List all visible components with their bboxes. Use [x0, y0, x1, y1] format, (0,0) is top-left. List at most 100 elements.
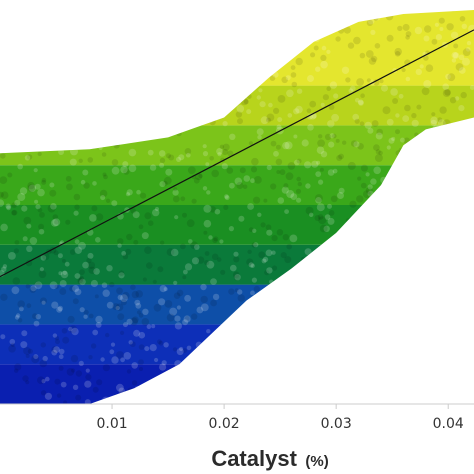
data-point: [199, 349, 208, 358]
data-point: [140, 192, 147, 199]
data-point: [73, 210, 79, 216]
data-point: [438, 205, 443, 211]
data-point: [317, 268, 324, 275]
data-point: [442, 281, 449, 288]
data-point: [254, 397, 259, 402]
data-point: [390, 355, 398, 363]
data-point: [318, 26, 325, 34]
data-point: [183, 315, 191, 323]
data-point: [289, 271, 295, 276]
data-point: [115, 303, 124, 312]
data-point: [398, 366, 404, 372]
data-point: [433, 292, 438, 297]
data-point: [286, 190, 295, 198]
data-point: [422, 295, 429, 302]
data-point: [398, 147, 404, 153]
data-point: [258, 88, 263, 93]
data-point: [2, 41, 11, 50]
data-point: [466, 40, 472, 46]
data-point: [51, 346, 59, 354]
data-point: [33, 354, 39, 360]
data-point: [182, 275, 187, 280]
data-point: [74, 273, 81, 279]
data-point: [74, 96, 80, 102]
data-point: [222, 148, 229, 156]
data-point: [270, 386, 276, 392]
data-point: [242, 389, 250, 397]
data-point: [126, 189, 133, 196]
data-point: [273, 107, 280, 114]
data-point: [433, 145, 438, 150]
data-point: [193, 53, 201, 62]
data-point: [19, 138, 27, 147]
data-point: [347, 330, 356, 339]
data-point: [419, 64, 424, 69]
data-point: [87, 157, 94, 163]
data-point: [295, 57, 303, 66]
data-point: [74, 239, 80, 245]
data-point: [209, 156, 214, 161]
data-point: [50, 219, 59, 227]
data-point: [52, 63, 61, 71]
data-point: [236, 181, 244, 190]
data-point: [454, 330, 461, 338]
data-point: [265, 249, 273, 257]
data-point: [386, 326, 392, 332]
data-point: [186, 219, 195, 228]
data-point: [202, 144, 207, 149]
data-point: [250, 178, 255, 184]
data-point: [2, 264, 8, 269]
data-point: [259, 101, 266, 108]
data-point: [388, 137, 395, 144]
data-point: [295, 381, 304, 389]
data-point: [461, 159, 467, 165]
data-point: [225, 326, 231, 331]
data-point: [100, 195, 106, 201]
data-point: [8, 345, 16, 353]
data-point: [235, 388, 241, 393]
data-point: [103, 89, 110, 96]
data-point: [427, 133, 433, 139]
data-point: [37, 188, 45, 197]
data-point: [17, 193, 26, 201]
data-point: [409, 211, 415, 217]
data-point: [78, 241, 86, 250]
data-point: [388, 190, 393, 195]
data-point: [250, 55, 258, 63]
data-point: [370, 334, 379, 343]
data-point: [413, 262, 418, 267]
data-point: [434, 22, 439, 27]
data-point: [255, 341, 261, 346]
data-point: [110, 342, 116, 347]
data-point: [430, 116, 438, 125]
data-point: [61, 258, 66, 263]
data-point: [353, 322, 361, 330]
data-point: [92, 329, 99, 336]
data-point: [468, 325, 474, 333]
data-point: [157, 80, 164, 88]
data-point: [374, 43, 381, 49]
data-point: [376, 128, 384, 136]
data-point: [146, 112, 152, 118]
data-point: [166, 313, 175, 322]
data-point: [239, 53, 247, 61]
data-point: [280, 13, 287, 19]
data-point: [260, 300, 268, 308]
data-point: [21, 205, 28, 212]
data-point: [302, 302, 309, 310]
data-point: [25, 283, 31, 289]
data-point: [208, 235, 213, 240]
data-point: [417, 330, 425, 339]
data-point: [356, 78, 364, 86]
data-point: [395, 171, 402, 178]
data-point: [461, 23, 467, 29]
data-point: [314, 268, 320, 274]
data-point: [225, 384, 232, 390]
x-axis-label: Catalyst (%): [211, 446, 328, 471]
data-point: [158, 150, 166, 157]
data-point: [292, 353, 299, 359]
data-point: [348, 10, 356, 18]
data-point: [58, 149, 65, 155]
data-point: [30, 139, 37, 146]
data-point: [138, 366, 144, 372]
